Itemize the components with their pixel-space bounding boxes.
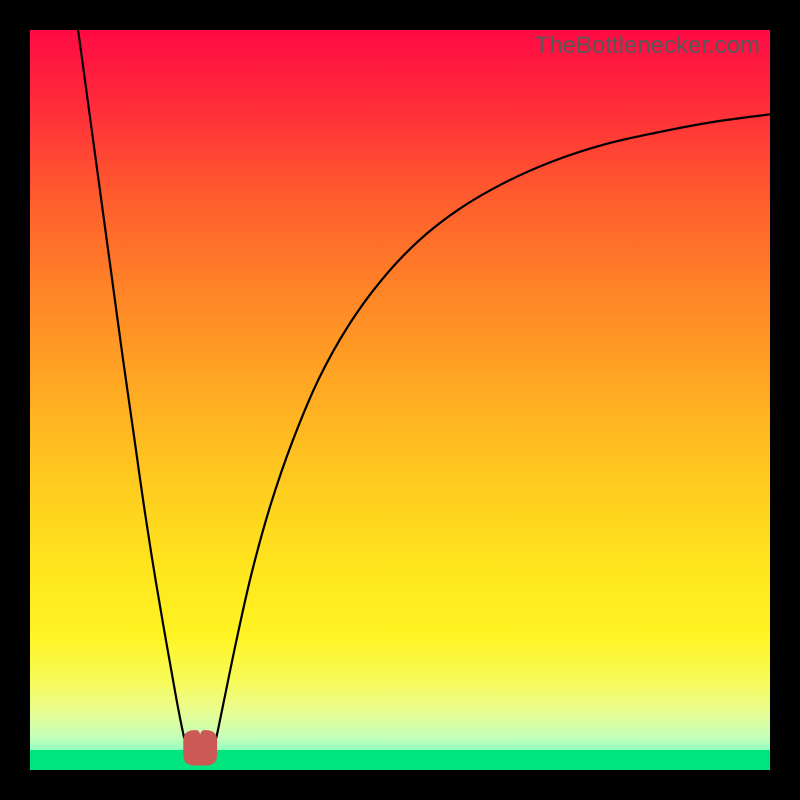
watermark-label: TheBottlenecker.com (535, 32, 760, 60)
minimum-marker (30, 30, 770, 770)
plot-area: TheBottlenecker.com (30, 30, 770, 770)
minimum-marker-shape (184, 731, 216, 764)
